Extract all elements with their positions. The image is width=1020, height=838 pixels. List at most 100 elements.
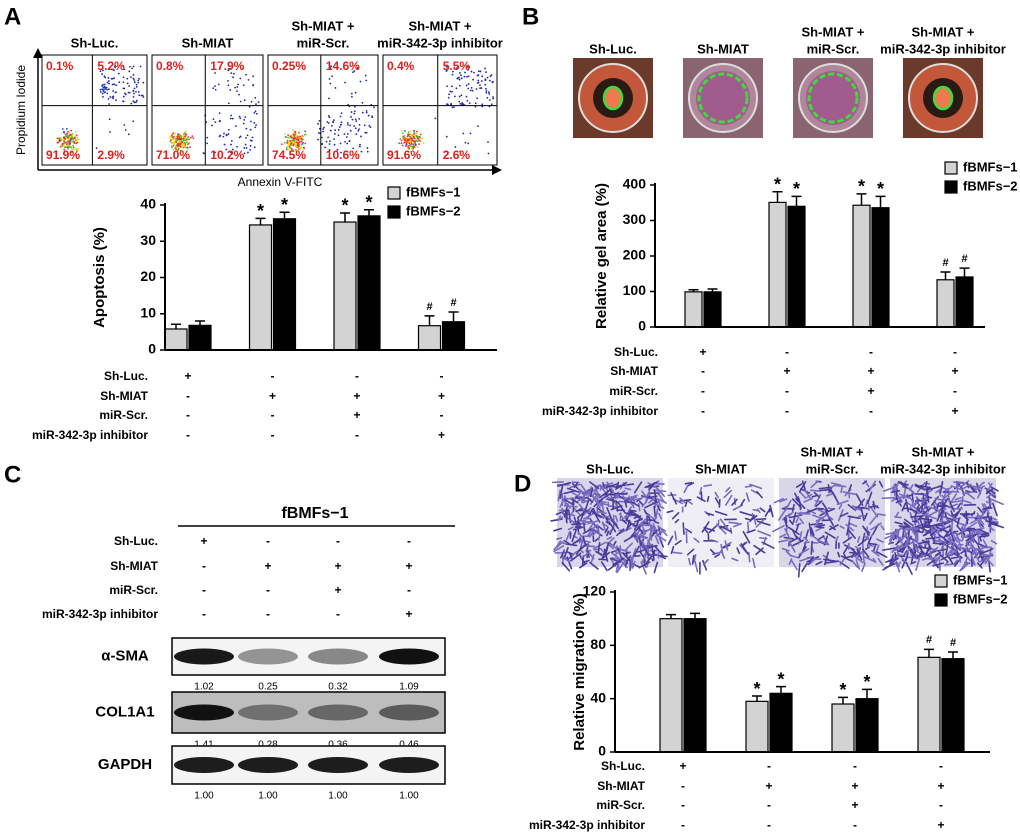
flow-event — [414, 144, 417, 146]
cell — [848, 484, 853, 492]
flow-event — [405, 144, 408, 147]
flow-event — [365, 111, 368, 114]
flow-event — [339, 142, 342, 145]
cell — [860, 507, 865, 522]
flow-event — [337, 128, 340, 131]
column-title: Sh-Luc. — [586, 461, 634, 476]
significance-marker: * — [839, 680, 846, 700]
flow-event — [344, 81, 346, 84]
flow-event — [324, 146, 327, 149]
flow-event — [286, 141, 288, 144]
cell — [929, 529, 938, 536]
cell — [880, 525, 885, 531]
cell — [557, 481, 572, 487]
cell — [587, 521, 596, 531]
flow-event — [321, 142, 323, 145]
cell — [580, 483, 588, 494]
condition-sign: - — [701, 364, 705, 378]
flow-event — [448, 93, 451, 96]
flow-event — [353, 110, 356, 113]
quadrant-percent: 71.0% — [156, 148, 190, 162]
flow-event — [322, 126, 325, 129]
flow-event — [171, 136, 174, 138]
cell — [801, 480, 806, 491]
cell — [633, 530, 640, 541]
flow-event — [467, 87, 470, 90]
flow-event — [192, 137, 195, 140]
flow-event — [176, 151, 179, 153]
flow-event — [302, 142, 304, 144]
flow-event — [487, 141, 489, 143]
flow-event — [108, 131, 111, 133]
cell — [572, 537, 582, 545]
cell — [822, 511, 834, 521]
flow-event — [472, 78, 475, 81]
cell — [791, 503, 795, 512]
cell — [693, 537, 700, 543]
y-tick-label: 20 — [140, 268, 156, 284]
cell — [919, 501, 928, 509]
cell — [608, 521, 617, 533]
flow-event — [459, 72, 461, 74]
cell — [568, 552, 573, 559]
cell — [869, 513, 879, 525]
protein-label: COL1A1 — [95, 703, 154, 720]
flow-event — [138, 94, 141, 96]
significance-marker: * — [753, 679, 760, 699]
flow-event — [185, 141, 188, 144]
cell — [979, 548, 993, 555]
flow-event — [137, 79, 140, 82]
cell — [597, 511, 608, 515]
cell — [799, 556, 812, 562]
cell — [553, 527, 563, 532]
cell — [583, 512, 596, 520]
flow-event — [63, 139, 65, 142]
condition-sign: - — [785, 404, 789, 418]
cell — [641, 535, 649, 539]
cell — [894, 544, 907, 552]
cell — [926, 505, 937, 510]
cell — [891, 544, 899, 553]
cell — [935, 526, 949, 533]
flow-event — [175, 144, 178, 147]
flow-event — [230, 72, 233, 75]
condition-sign: - — [336, 534, 340, 548]
cell — [851, 552, 856, 559]
cell — [611, 519, 620, 530]
cell — [630, 501, 640, 507]
cell — [806, 509, 817, 515]
cell — [919, 485, 931, 489]
cell — [922, 502, 928, 512]
cell — [637, 502, 641, 512]
flow-event — [128, 70, 131, 73]
cell — [923, 513, 938, 520]
cell — [971, 510, 976, 517]
cell — [976, 481, 985, 489]
condition-sign: + — [269, 389, 276, 403]
flow-event — [344, 140, 346, 143]
cell — [630, 496, 636, 503]
cell — [653, 505, 657, 518]
cell — [956, 481, 959, 492]
flow-event — [177, 148, 180, 151]
cell — [757, 530, 771, 537]
flow-event — [359, 143, 361, 146]
cell — [814, 516, 823, 528]
cell — [991, 486, 999, 492]
cell — [566, 556, 573, 570]
cell — [601, 521, 607, 532]
flow-event — [227, 79, 229, 82]
flow-event — [115, 84, 118, 87]
flow-event — [189, 146, 191, 149]
cell — [970, 551, 977, 556]
flow-event — [132, 100, 135, 103]
y-tick-label: 40 — [590, 689, 606, 705]
gel-outline — [807, 72, 859, 124]
flow-event — [446, 103, 449, 106]
cell — [633, 545, 640, 557]
bar — [188, 324, 212, 351]
flow-event — [293, 137, 296, 140]
flow-event — [477, 79, 480, 82]
cell — [929, 546, 939, 554]
cell — [913, 500, 918, 505]
